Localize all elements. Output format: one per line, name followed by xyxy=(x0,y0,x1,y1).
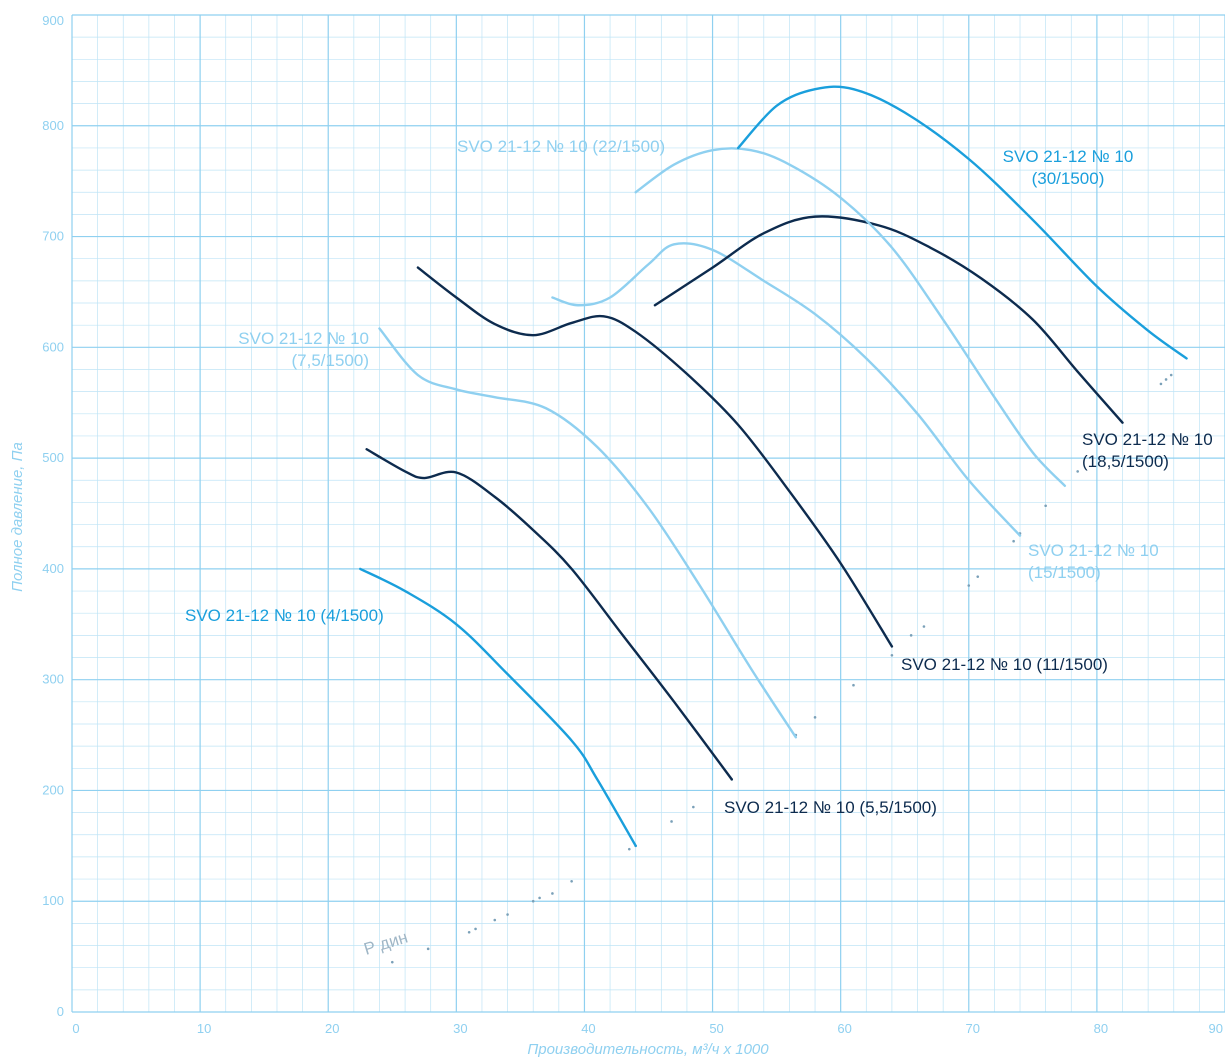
x-axis-title: Производительность, м³/ч x 1000 xyxy=(527,1041,769,1057)
curve-series-6 xyxy=(634,147,1067,488)
p-dyn-point xyxy=(967,584,971,587)
curve-label-1: SVO 21-12 № 10 (5,5/1500) xyxy=(724,798,937,817)
y-tick-label: 600 xyxy=(42,339,64,354)
x-tick-label: 30 xyxy=(453,1021,467,1036)
y-tick-label: 400 xyxy=(42,561,64,576)
p-dyn-point xyxy=(813,716,817,719)
curve-label-7: SVO 21-12 № 10 (30/1500) xyxy=(1003,147,1134,188)
y-axis-title: Полное давление, Па xyxy=(9,442,26,592)
p-dyn-points xyxy=(390,373,1173,964)
p-dyn-point xyxy=(474,927,477,931)
x-tick-label: 70 xyxy=(966,1021,980,1036)
curve-label-line: SVO 21-12 № 10 (5,5/1500) xyxy=(724,798,937,817)
curve-label-line: SVO 21-12 № 10 (11/1500) xyxy=(901,655,1108,674)
curve-label-line: SVO 21-12 № 10 (4/1500) xyxy=(185,606,384,625)
p-dyn-point xyxy=(426,947,430,951)
p-dyn-point xyxy=(538,896,541,900)
x-axis-ticks: 0 10 20 30 40 50 60 70 80 90 xyxy=(72,1021,1223,1036)
p-dyn-point xyxy=(670,820,673,823)
curve-label-line: SVO 21-12 № 10 xyxy=(238,329,369,348)
curve-label-0: SVO 21-12 № 10 (4/1500) xyxy=(185,606,384,625)
p-dyn-point xyxy=(390,960,394,964)
p-dyn-point xyxy=(551,892,554,895)
p-dyn-point xyxy=(1044,504,1047,508)
curve-series-7 xyxy=(736,85,1188,360)
y-tick-label: 700 xyxy=(42,229,64,244)
p-dyn-point xyxy=(467,930,471,934)
y-tick-label: 500 xyxy=(42,450,64,465)
p-dyn-point xyxy=(922,625,926,628)
curve-series-1 xyxy=(365,448,733,781)
p-dyn-point xyxy=(570,879,573,883)
p-dyn-point xyxy=(531,899,535,903)
x-tick-label: 80 xyxy=(1094,1021,1108,1036)
curve-series-0 xyxy=(359,567,637,848)
curve-label-2: SVO 21-12 № 10 (7,5/1500) xyxy=(238,329,369,370)
p-dyn-label: Р дин xyxy=(362,928,410,959)
curve-label-line: (18,5/1500) xyxy=(1082,452,1169,471)
p-dyn-point xyxy=(1012,539,1015,543)
curve-label-line: SVO 21-12 № 10 xyxy=(1028,541,1159,560)
y-tick-label: 100 xyxy=(42,893,64,908)
p-dyn-point xyxy=(852,683,855,687)
p-dyn-point xyxy=(493,918,497,922)
curve-label-3: SVO 21-12 № 10 (11/1500) xyxy=(901,655,1108,674)
x-tick-label: 60 xyxy=(837,1021,851,1036)
p-dyn-point xyxy=(506,913,509,916)
y-tick-label: 0 xyxy=(57,1004,64,1019)
curve-label-4: SVO 21-12 № 10 (15/1500) xyxy=(1028,541,1159,582)
y-tick-label: 800 xyxy=(42,118,64,133)
y-tick-label: 900 xyxy=(42,13,64,28)
x-tick-label: 10 xyxy=(197,1021,211,1036)
x-tick-label: 90 xyxy=(1209,1021,1223,1036)
y-tick-label: 300 xyxy=(42,672,64,687)
p-dyn-point xyxy=(1164,378,1168,381)
p-dyn-point xyxy=(890,653,894,657)
y-axis-ticks: 0 100 200 300 400 500 600 700 800 900 xyxy=(42,13,64,1019)
x-tick-label: 20 xyxy=(325,1021,339,1036)
curve-series-2 xyxy=(378,327,798,739)
curve-series-4 xyxy=(551,242,1022,537)
curve-series-3 xyxy=(416,266,894,648)
curve-label-line: (30/1500) xyxy=(1032,169,1105,188)
p-dyn-point xyxy=(692,805,695,809)
curve-label-line: SVO 21-12 № 10 xyxy=(1082,430,1213,449)
curve-label-line: SVO 21-12 № 10 xyxy=(1003,147,1134,166)
p-dyn-point xyxy=(976,575,980,578)
curve-series-5 xyxy=(653,215,1124,424)
curve-label-line: SVO 21-12 № 10 (22/1500) xyxy=(457,137,665,156)
curve-label-6: SVO 21-12 № 10 (22/1500) xyxy=(457,137,665,156)
p-dyn-point xyxy=(1076,470,1079,473)
grid-minor xyxy=(72,15,1225,1012)
p-dyn-point xyxy=(627,847,631,851)
x-tick-label: 0 xyxy=(72,1021,79,1036)
p-dyn-point xyxy=(1159,382,1163,386)
grid-major xyxy=(71,14,1225,1013)
curve-labels: SVO 21-12 № 10 (4/1500) SVO 21-12 № 10 (5… xyxy=(185,137,1213,817)
x-tick-label: 40 xyxy=(581,1021,595,1036)
y-tick-label: 200 xyxy=(42,782,64,797)
x-tick-label: 50 xyxy=(709,1021,723,1036)
curve-label-line: (15/1500) xyxy=(1028,563,1101,582)
curve-label-5: SVO 21-12 № 10 (18,5/1500) xyxy=(1082,430,1213,471)
fan-curves xyxy=(359,85,1188,848)
p-dyn-point xyxy=(1169,373,1173,377)
p-dyn-point xyxy=(909,634,913,637)
curve-label-line: (7,5/1500) xyxy=(292,351,370,370)
